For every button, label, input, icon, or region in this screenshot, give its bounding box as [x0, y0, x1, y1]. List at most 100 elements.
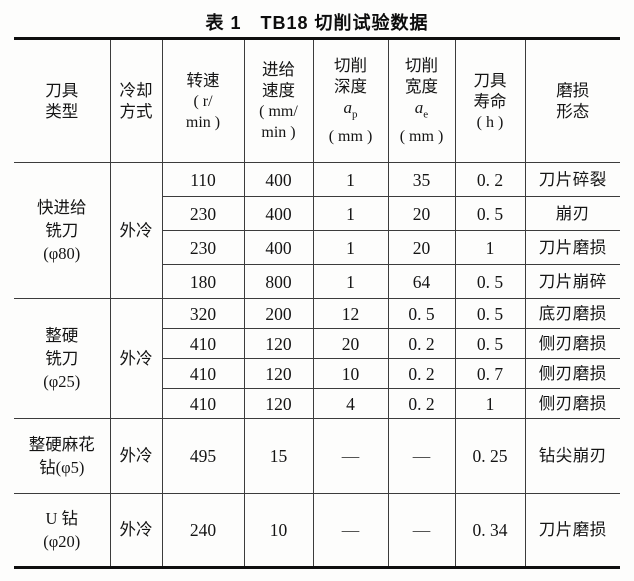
symbol-a: a: [343, 98, 353, 118]
speed-cell: 410: [161, 358, 245, 389]
header-line: 进给: [262, 60, 295, 79]
table-row: 整硬 铣刀 (φ25) 外冷 320 200 12 0. 5 0. 5 底刃磨损: [14, 298, 620, 419]
life-cell: 0. 5: [454, 298, 526, 329]
header-feed: 进给 速度 ( mm/ min ): [243, 38, 314, 163]
feed-cell: 800: [243, 264, 314, 299]
tool-name-line: 铣刀: [45, 221, 79, 240]
speed-cell: 410: [161, 388, 245, 419]
width-cell: 20: [387, 230, 456, 265]
depth-symbol: ap: [314, 97, 387, 125]
speed-cell: 110: [161, 162, 245, 197]
header-line: 转速: [186, 70, 220, 90]
feed-cell: 10: [243, 493, 314, 568]
header-depth: 切削 深度 ap ( mm ): [312, 38, 389, 163]
wear-cell: 刀片磨损: [524, 230, 620, 265]
header-line: 切削: [334, 56, 367, 76]
depth-cell: —: [312, 493, 389, 568]
header-line: min ): [185, 113, 221, 131]
life-cell: 0. 5: [454, 196, 526, 231]
tool-name-line: 整硬: [45, 326, 79, 345]
life-cell: 0. 25: [454, 418, 526, 494]
depth-cell: 20: [312, 328, 389, 359]
feed-cell: 400: [243, 196, 314, 231]
depth-cell: 1: [312, 264, 389, 299]
wear-cell: 刀片磨损: [524, 493, 620, 568]
table-row: 整硬麻花 钻(φ5) 外冷 495 15 — — 0. 25 钻尖崩刃: [14, 418, 620, 494]
header-line: ( mm/: [259, 103, 298, 120]
symbol-sub-e: e: [423, 108, 429, 121]
tool-name-line: (φ25): [43, 372, 81, 391]
life-cell: 0. 5: [454, 264, 526, 299]
header-tool-type: 刀具 类型: [14, 38, 111, 163]
wear-cell: 侧刃磨损: [524, 328, 620, 359]
feed-cell: 200: [243, 298, 314, 329]
depth-cell: 1: [312, 196, 389, 231]
depth-cell: 4: [312, 388, 389, 419]
width-cell: 20: [387, 196, 456, 231]
symbol-sub-p: p: [352, 108, 358, 121]
header-life: 刀具 寿命 ( h ): [454, 38, 526, 163]
header-line: 磨损: [556, 81, 590, 100]
header-line: ( mm ): [328, 127, 373, 145]
life-cell: 0. 5: [454, 328, 526, 359]
speed-cell: 230: [161, 230, 245, 265]
wear-cell: 侧刃磨损: [524, 388, 620, 419]
speed-cell: 495: [161, 418, 245, 494]
width-cell: 0. 5: [387, 298, 456, 329]
header-line: 切削: [405, 56, 438, 76]
speed-cell: 230: [161, 196, 245, 231]
wear-cell: 钻尖崩刃: [524, 418, 620, 494]
header-speed: 转速 ( r/ min ): [161, 38, 245, 163]
depth-cell: 10: [312, 358, 389, 389]
cutting-test-data-table: 刀具 类型 冷却 方式 转速 ( r/ min ) 进给 速度 ( mm/ mi…: [14, 37, 620, 569]
header-line: 形态: [556, 102, 590, 121]
speed-cell: 240: [161, 493, 245, 568]
life-cell: 0. 34: [454, 493, 526, 568]
tool-name-line: 快进给: [37, 198, 87, 217]
tool-name-line: U 钻: [45, 509, 79, 528]
depth-cell: 12: [312, 298, 389, 329]
width-cell: 0. 2: [387, 328, 456, 359]
header-line: 速度: [262, 81, 295, 100]
feed-cell: 15: [243, 418, 314, 494]
table-row: 快进给 铣刀 (φ80) 外冷 110 400 1 35 0. 2 刀片碎裂: [14, 162, 620, 299]
header-line: ( r/: [193, 92, 213, 110]
feed-cell: 400: [243, 162, 314, 197]
depth-cell: 1: [312, 230, 389, 265]
header-line: 寿命: [473, 91, 507, 111]
feed-cell: 120: [243, 358, 314, 389]
header-line: 深度: [334, 77, 367, 97]
feed-cell: 120: [243, 388, 314, 419]
symbol-a: a: [414, 98, 424, 118]
tool-name-line: (φ20): [43, 532, 81, 551]
header-row: 刀具 类型 冷却 方式 转速 ( r/ min ) 进给 速度 ( mm/ mi…: [14, 38, 620, 163]
width-cell: 35: [387, 162, 456, 197]
header-line: ( h ): [476, 113, 504, 131]
table-title: 表 1 TB18 切削试验数据: [205, 13, 429, 33]
table-row: 230 400 1 20 1 刀片磨损: [14, 230, 620, 265]
header-width: 切削 宽度 ae ( mm ): [387, 38, 456, 163]
life-cell: 0. 7: [454, 358, 526, 389]
header-line: ( mm ): [399, 127, 444, 145]
tool-name-line: 钻(φ5): [39, 458, 85, 477]
width-cell: 0. 2: [387, 358, 456, 389]
tool-type-cell: 整硬麻花 钻(φ5): [14, 418, 111, 494]
wear-cell: 底刃磨损: [524, 298, 620, 329]
table-row: 410 120 4 0. 2 1 侧刃磨损: [14, 388, 620, 419]
header-line: 冷却: [119, 81, 153, 100]
cooling-cell: 外冷: [109, 298, 163, 419]
tool-type-cell: 快进给 铣刀 (φ80): [14, 162, 111, 299]
cooling-cell: 外冷: [109, 418, 163, 494]
header-wear: 磨损 形态: [524, 38, 620, 163]
wear-cell: 刀片崩碎: [524, 264, 620, 299]
cooling-cell: 外冷: [109, 493, 163, 568]
tool-type-cell: U 钻 (φ20): [14, 493, 111, 568]
life-cell: 1: [454, 388, 526, 419]
tool-name-line: 整硬麻花: [28, 435, 95, 454]
header-line: 方式: [119, 102, 153, 121]
table-row: U 钻 (φ20) 外冷 240 10 — — 0. 34 刀片磨损: [14, 493, 620, 568]
width-symbol: ae: [389, 97, 454, 125]
speed-cell: 410: [161, 328, 245, 359]
width-cell: 64: [387, 264, 456, 299]
